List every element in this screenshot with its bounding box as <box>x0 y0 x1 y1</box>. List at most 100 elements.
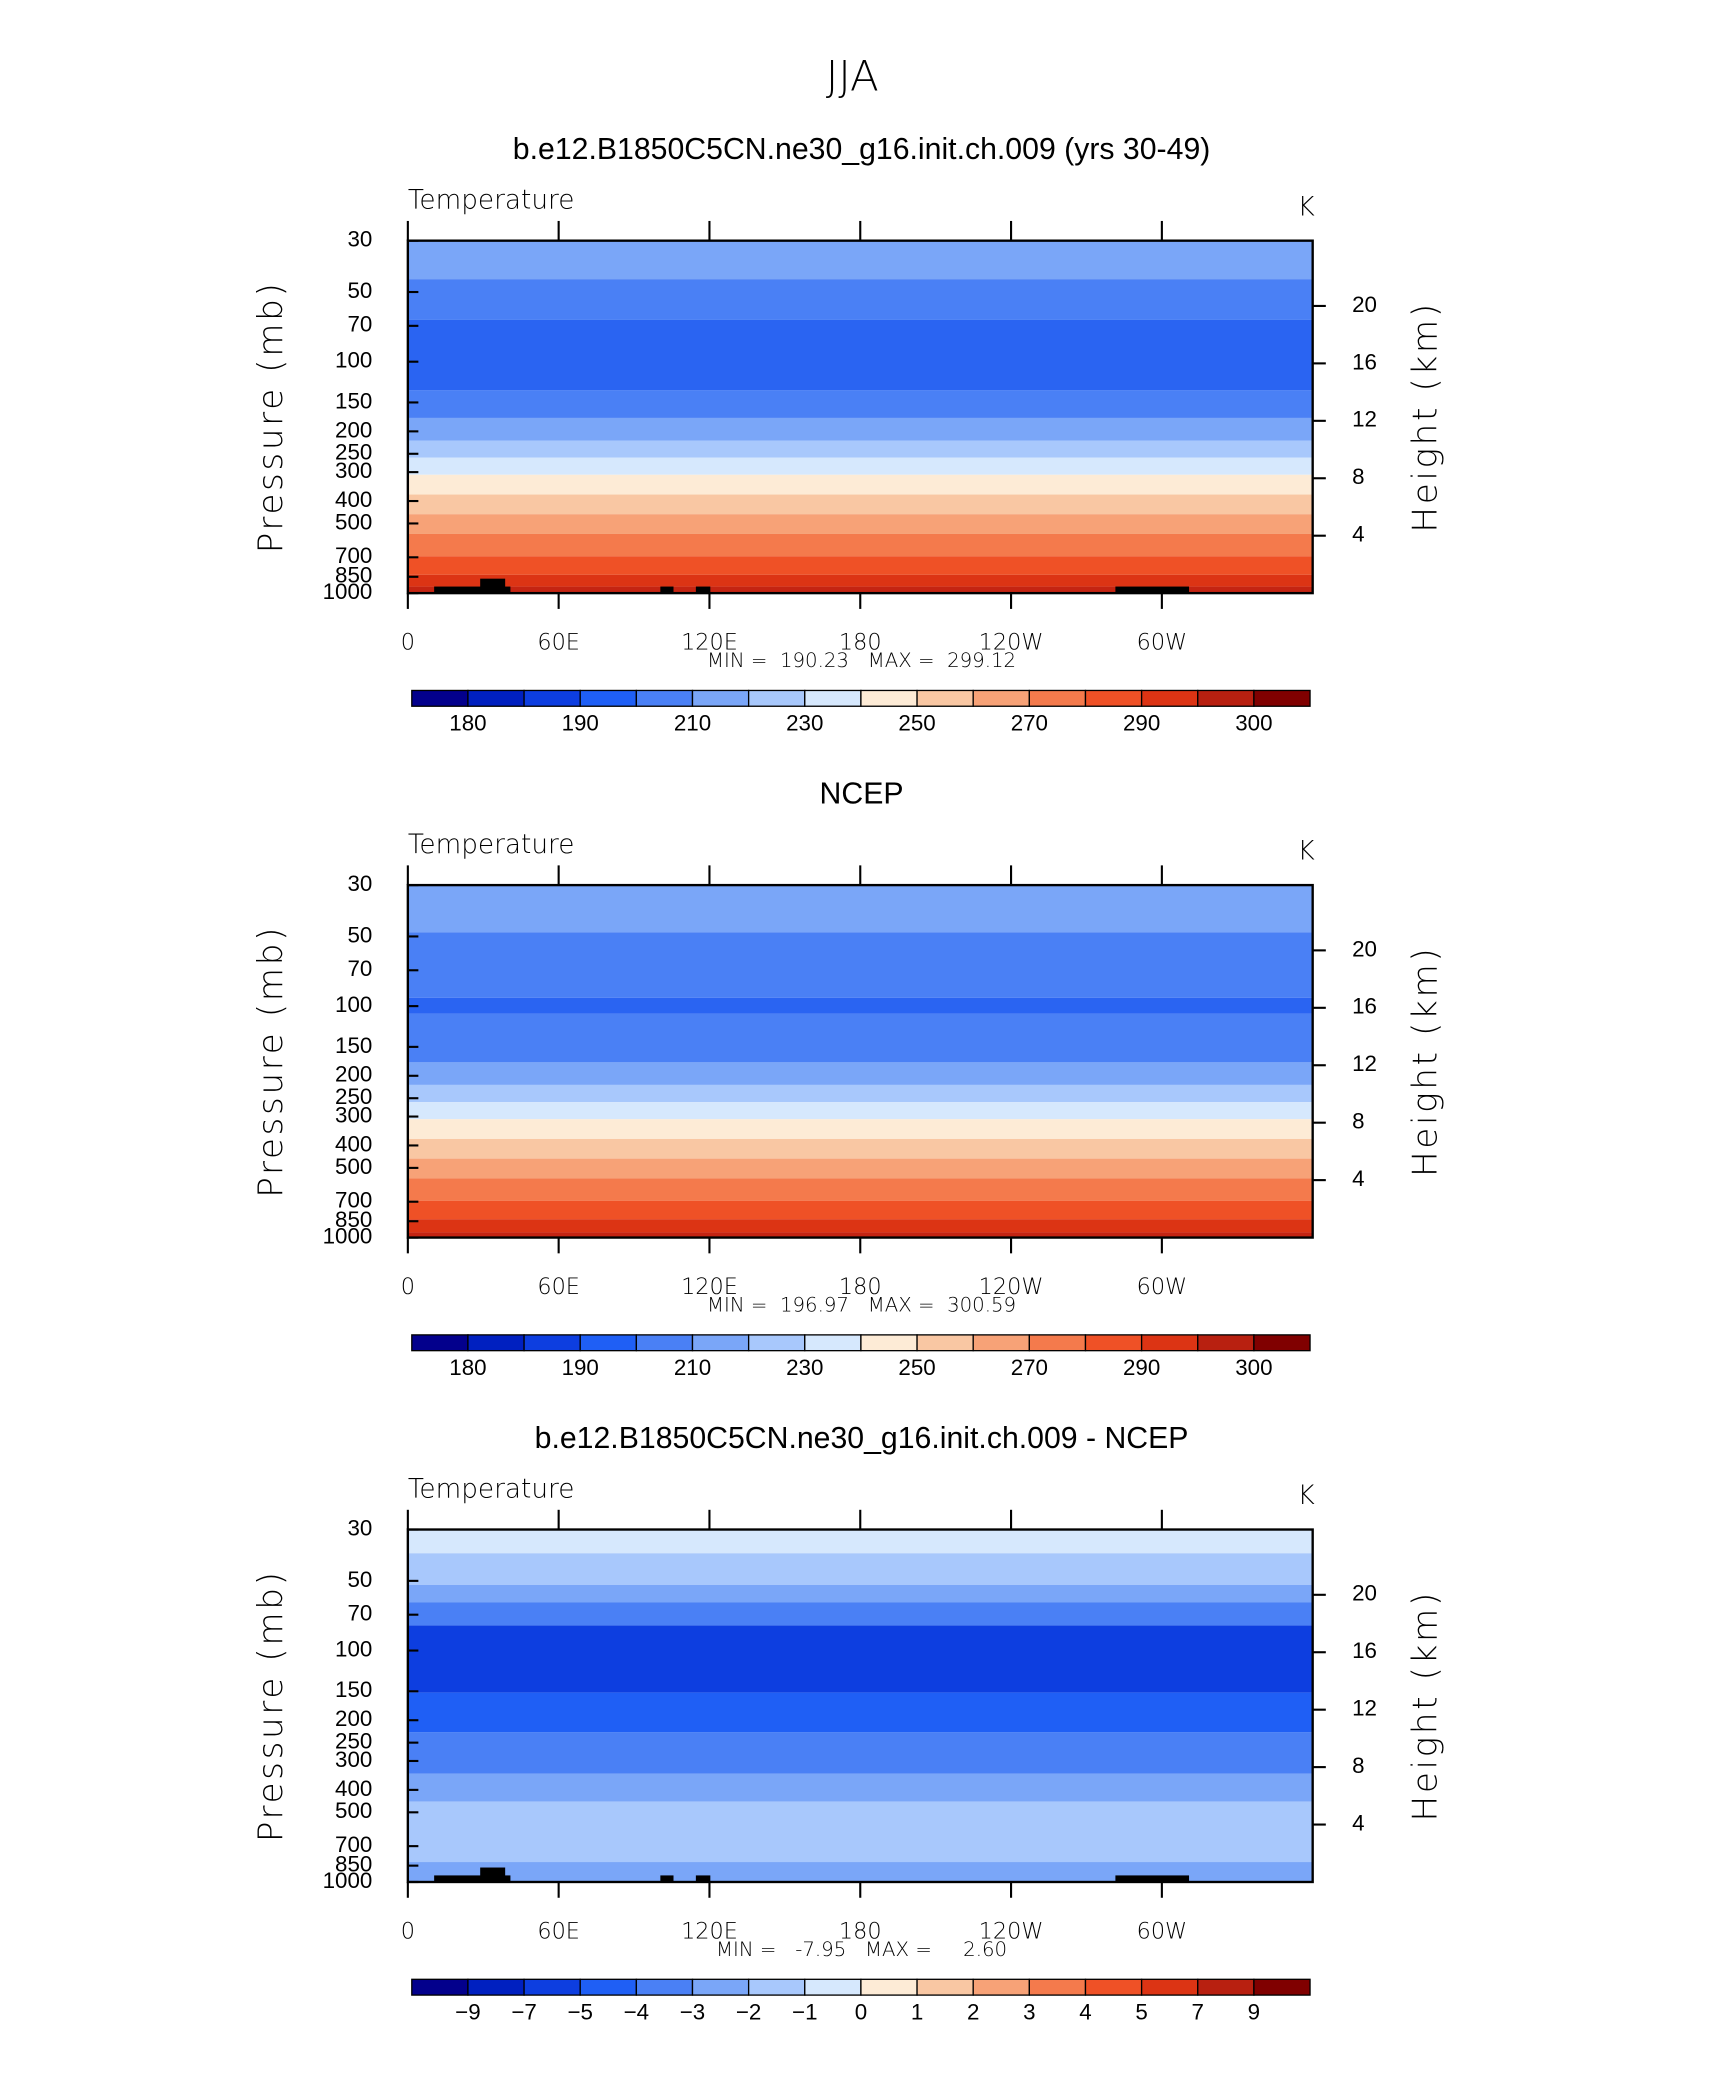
colorbar-box <box>747 1334 806 1352</box>
y-tick-label: 150 <box>335 388 372 413</box>
y2-tick-label: 16 <box>1352 1638 1377 1663</box>
colorbar-label: 250 <box>898 711 935 736</box>
y-tick-label: 400 <box>335 487 372 512</box>
x-tick-label: 60E <box>537 1274 580 1300</box>
colorbar-box <box>523 1334 581 1352</box>
y-tick-label: 500 <box>335 1154 372 1179</box>
y2-tick-label: 4 <box>1352 1810 1364 1835</box>
colorbar-box <box>1253 1334 1311 1352</box>
topography <box>480 578 506 594</box>
colorbar-label: 210 <box>674 711 711 736</box>
topography <box>480 1867 506 1882</box>
colorbar-label: 270 <box>1011 711 1048 736</box>
x-tick-label: 120E <box>681 630 738 656</box>
colorbar-box <box>804 1978 862 1996</box>
colorbar-box <box>579 1334 638 1352</box>
colorbar-box <box>916 689 974 707</box>
colorbar-box <box>1084 1334 1143 1352</box>
y-tick-label: 150 <box>335 1033 372 1058</box>
colorbar-box <box>467 1334 525 1352</box>
colorbar-box <box>1028 1978 1087 1996</box>
colorbar-box <box>691 689 750 707</box>
contour-band <box>407 932 1313 998</box>
y2-tick-label: 12 <box>1352 1696 1377 1721</box>
colorbar-label: 0 <box>855 1999 867 2024</box>
stats: MIN = 196.97 MAX = 300.59 <box>707 1293 1016 1316</box>
contour-band <box>407 240 1313 280</box>
x-tick-label: 60E <box>537 630 580 656</box>
contour-band <box>407 279 1313 320</box>
y-axis-label: Pressure (mb) <box>251 925 291 1198</box>
contour-band <box>407 1119 1313 1139</box>
contour-band <box>407 1529 1313 1554</box>
y2-tick-label: 12 <box>1352 407 1377 432</box>
x-tick-label: 0 <box>401 1918 415 1944</box>
stats: MIN = 190.23 MAX = 299.12 <box>707 649 1016 672</box>
x-tick-label: 180 <box>839 1274 882 1300</box>
contour-band <box>407 1584 1313 1603</box>
contour-band <box>407 1625 1313 1693</box>
panel-title: b.e12.B1850C5CN.ne30_g16.init.ch.009 (yr… <box>513 133 1211 166</box>
colorbar-box <box>860 689 918 707</box>
y-tick-label: 30 <box>347 1515 372 1540</box>
x-tick-label: 120E <box>681 1918 738 1944</box>
contour-band <box>407 319 1313 391</box>
contour-band <box>407 1801 1313 1863</box>
topography <box>660 586 674 594</box>
contour-band <box>407 494 1313 515</box>
y2-tick-label: 12 <box>1352 1051 1377 1076</box>
y-tick-label: 250 <box>335 1729 372 1754</box>
topography <box>1115 586 1190 594</box>
y2-tick-label: 20 <box>1352 292 1377 317</box>
y-tick-label: 850 <box>335 1852 372 1877</box>
y2-tick-label: 4 <box>1352 522 1364 547</box>
colorbar-box <box>1140 689 1199 707</box>
contour-band <box>407 1178 1313 1201</box>
colorbar-label: 4 <box>1079 1999 1091 2024</box>
colorbar-box <box>860 1978 918 1996</box>
colorbar-label: 5 <box>1135 1999 1147 2024</box>
y-tick-label: 100 <box>335 992 372 1017</box>
colorbar-label: 1 <box>911 1999 923 2024</box>
contour-band <box>407 1553 1313 1585</box>
units: K <box>1297 192 1314 222</box>
y-tick-label: 1000 <box>323 1868 373 1893</box>
x-tick-label: 180 <box>839 630 882 656</box>
x-tick-label: 180 <box>839 1918 882 1944</box>
panel-subtitle: Temperature <box>408 186 575 216</box>
y-tick-label: 700 <box>335 1832 372 1857</box>
y-tick-label: 1000 <box>323 1223 373 1248</box>
y2-tick-label: 16 <box>1352 349 1377 374</box>
colorbar-box <box>804 689 862 707</box>
colorbar-box <box>804 1334 862 1352</box>
colorbar-label: −1 <box>792 1999 817 2024</box>
y-tick-label: 30 <box>347 871 372 896</box>
y-tick-label: 30 <box>347 227 372 252</box>
y2-axis-label: Height (km) <box>1406 1590 1446 1821</box>
y-tick-label: 850 <box>335 1207 372 1232</box>
x-tick-label: 60E <box>537 1918 580 1944</box>
contour-band <box>407 514 1313 534</box>
y-tick-label: 400 <box>335 1776 372 1801</box>
x-tick-label: 120W <box>979 630 1044 656</box>
colorbar-box <box>972 689 1030 707</box>
units: K <box>1297 1481 1314 1511</box>
colorbar-box <box>1253 1978 1311 1996</box>
contour-band <box>407 440 1313 458</box>
colorbar-box <box>1197 1334 1255 1352</box>
colorbar-box <box>579 1978 638 1996</box>
x-tick-label: 60W <box>1137 1918 1188 1944</box>
contour-band <box>407 457 1313 475</box>
colorbar-box <box>523 689 581 707</box>
colorbar-label: 300 <box>1235 711 1272 736</box>
stats: MIN = -7.95 MAX = 2.60 <box>716 1938 1007 1961</box>
colorbar-label: 190 <box>562 1355 599 1380</box>
y-tick-label: 100 <box>335 1636 372 1661</box>
colorbar-box <box>579 689 638 707</box>
contour-band <box>407 574 1313 587</box>
contour-band <box>407 1232 1313 1238</box>
x-tick-label: 120W <box>979 1274 1044 1300</box>
topography <box>695 1875 711 1882</box>
colorbar-label: 270 <box>1011 1355 1048 1380</box>
